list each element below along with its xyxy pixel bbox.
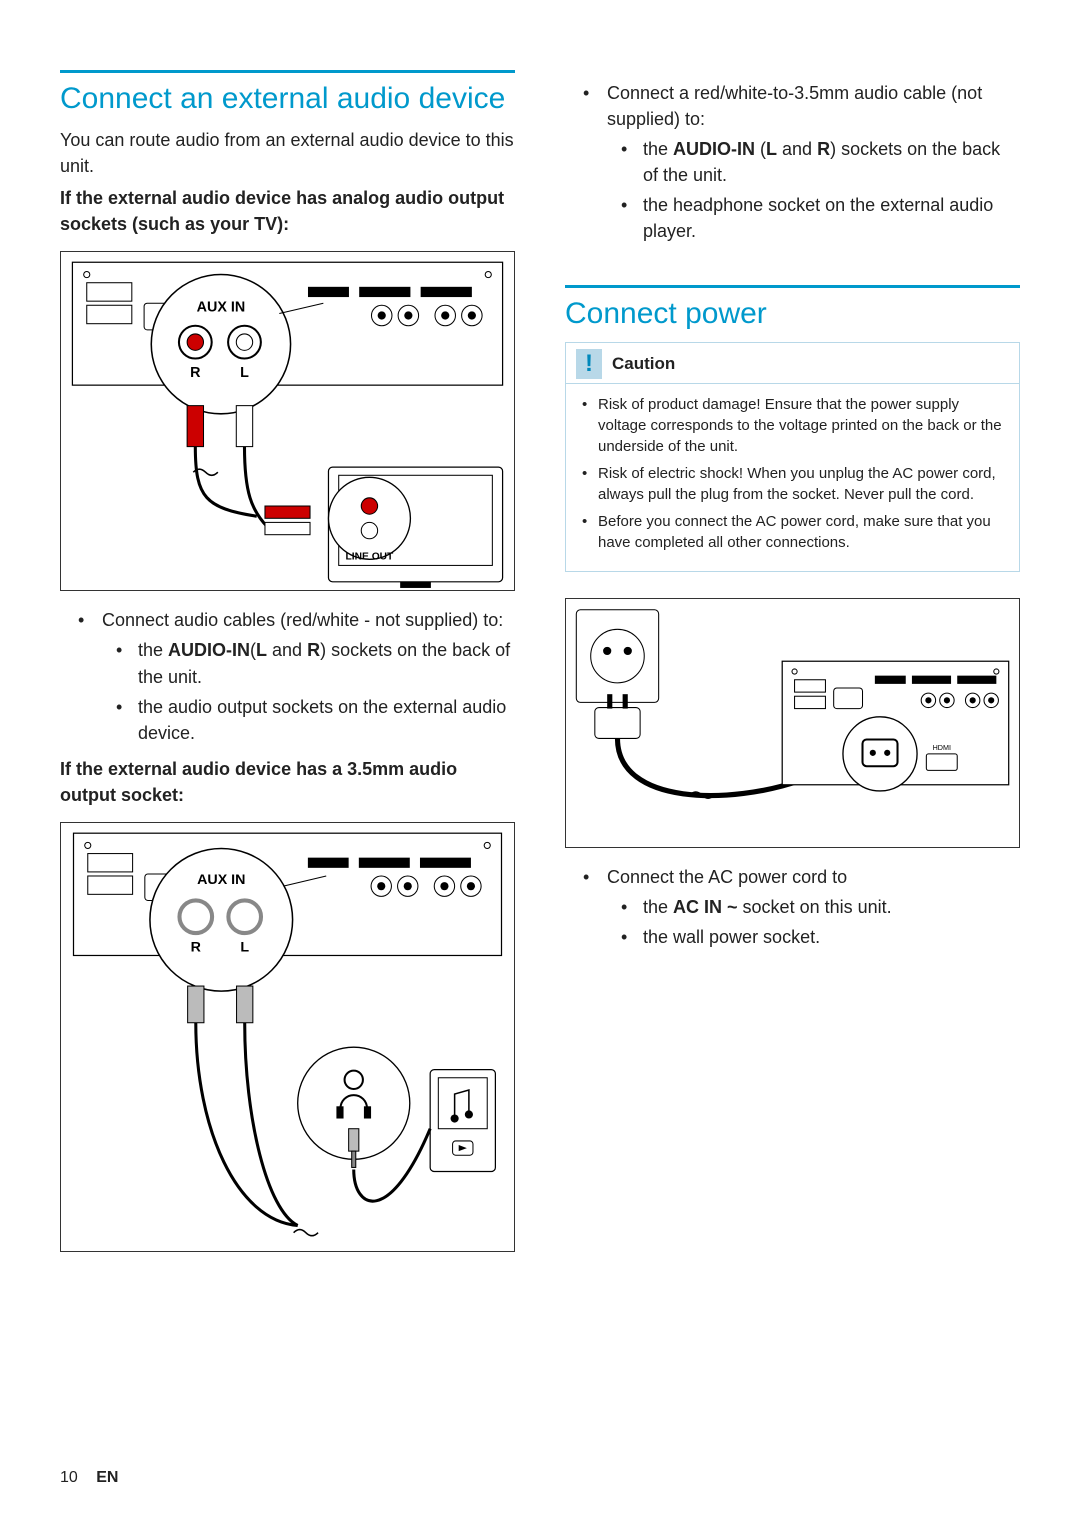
svg-text:R: R [190, 365, 201, 381]
section-divider [60, 70, 515, 73]
diagram-aux-rca: AUX IN R L [60, 251, 515, 591]
diagram-aux-35mm: AUX IN R L [60, 822, 515, 1252]
caution-list: Risk of product damage! Ensure that the … [580, 394, 1005, 553]
instruction-list-35mm: Connect a red/white-to-3.5mm audio cable… [565, 80, 1020, 245]
section-title-external-audio: Connect an external audio device [60, 81, 515, 117]
right-column: Connect a red/white-to-3.5mm audio cable… [565, 70, 1020, 1268]
list-item: the wall power socket. [607, 924, 1020, 950]
list-item: Risk of product damage! Ensure that the … [580, 394, 1005, 457]
list-item: the audio output sockets on the external… [102, 694, 515, 746]
svg-text:LINE OUT: LINE OUT [346, 552, 395, 563]
caution-box: ! Caution Risk of product damage! Ensure… [565, 342, 1020, 572]
condition-analog: If the external audio device has analog … [60, 185, 515, 237]
page-footer: 10 EN [60, 1469, 118, 1487]
svg-text:L: L [240, 939, 249, 955]
svg-text:L: L [240, 365, 249, 381]
list-item: the headphone socket on the external aud… [607, 192, 1020, 244]
list-item: Connect a red/white-to-3.5mm audio cable… [565, 80, 1020, 245]
intro-text: You can route audio from an external aud… [60, 127, 515, 179]
list-item: Before you connect the AC power cord, ma… [580, 511, 1005, 553]
svg-text:R: R [191, 939, 201, 955]
instruction-list-power: Connect the AC power cord to the AC IN ~… [565, 864, 1020, 950]
list-item: Connect audio cables (red/white - not su… [60, 607, 515, 745]
condition-35mm: If the external audio device has a 3.5mm… [60, 756, 515, 808]
svg-text:AUX IN: AUX IN [197, 300, 246, 316]
page-number: 10 [60, 1469, 78, 1486]
section-divider [565, 285, 1020, 288]
instruction-list-analog: Connect audio cables (red/white - not su… [60, 607, 515, 745]
svg-text:HDMI: HDMI [933, 742, 951, 751]
list-item: Risk of electric shock! When you unplug … [580, 463, 1005, 505]
list-item: the AC IN ~ socket on this unit. [607, 894, 1020, 920]
caution-icon: ! [576, 349, 602, 379]
section-title-power: Connect power [565, 296, 1020, 332]
diagram-power: HDMI [565, 598, 1020, 848]
page-language: EN [96, 1469, 118, 1486]
left-column: Connect an external audio device You can… [60, 70, 515, 1268]
list-item: the AUDIO-IN(L and R) sockets on the bac… [102, 637, 515, 689]
list-item: Connect the AC power cord to the AC IN ~… [565, 864, 1020, 950]
svg-text:AUX IN: AUX IN [197, 872, 245, 888]
list-item: the AUDIO-IN (L and R) sockets on the ba… [607, 136, 1020, 188]
caution-label: Caution [612, 354, 675, 374]
